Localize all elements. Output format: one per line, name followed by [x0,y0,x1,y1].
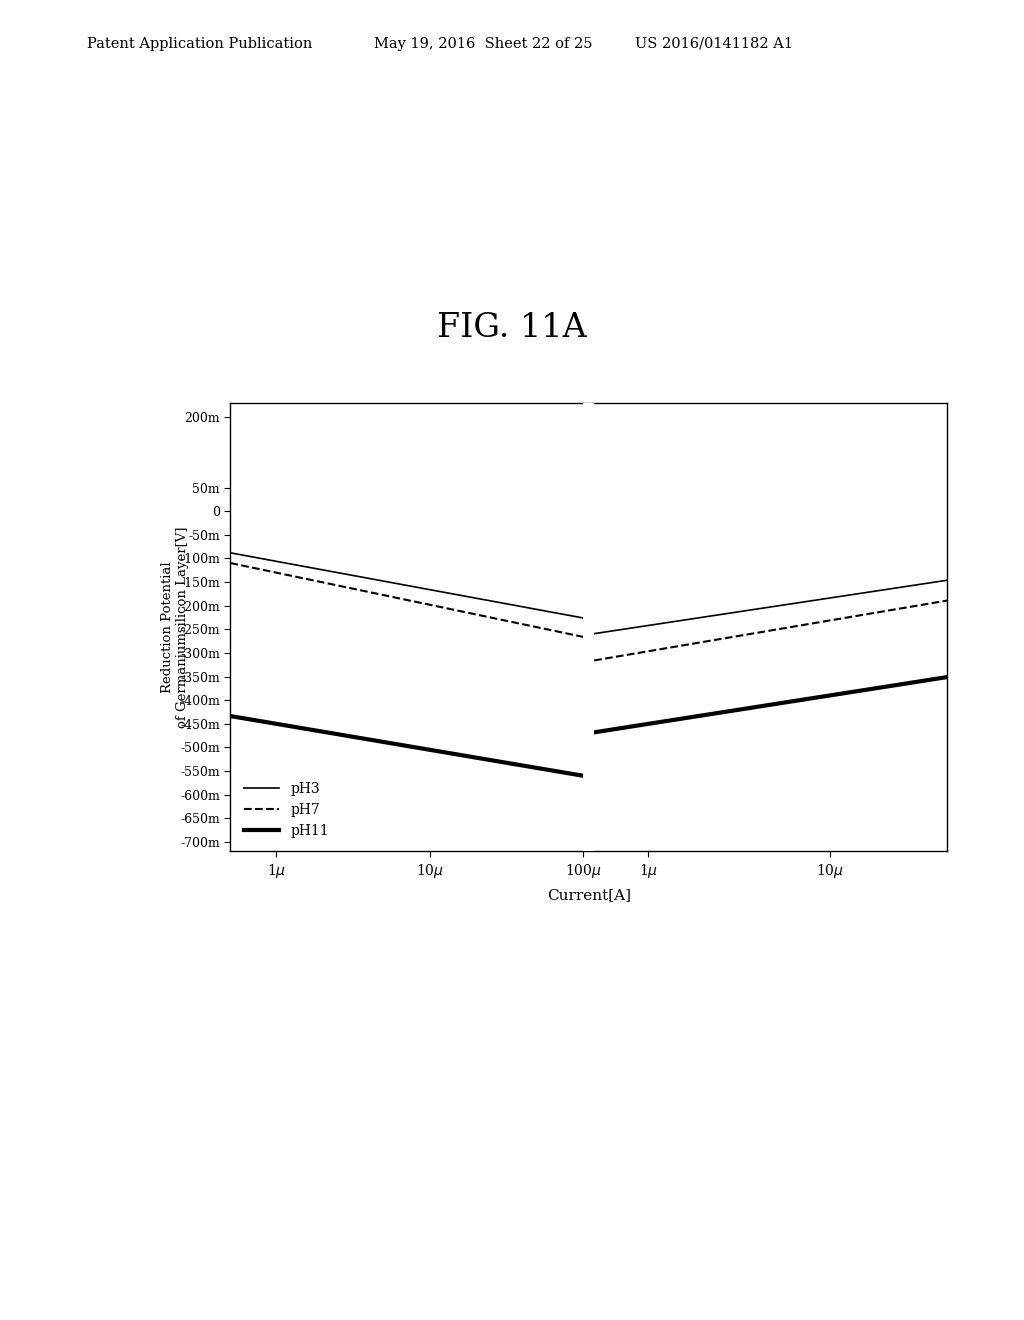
pH3 [481,593,494,609]
pH3 [446,586,459,602]
pH11 [224,708,237,723]
Line: pH11: pH11 [230,715,584,776]
pH11 [365,731,377,747]
pH7 [578,630,590,645]
pH7 [479,609,492,624]
pH3 [578,610,590,626]
pH7 [365,585,377,601]
pH11 [481,751,494,767]
Text: FIG. 11A: FIG. 11A [437,312,587,343]
Bar [584,403,594,851]
Text: US 2016/0141182 A1: US 2016/0141182 A1 [635,37,793,50]
Legend: pH3, pH7, pH11: pH3, pH7, pH11 [238,775,336,845]
pH11 [266,715,279,731]
Line: pH7: pH7 [230,564,584,638]
pH11 [446,746,459,762]
Line: pH3: pH3 [230,553,584,618]
pH7 [481,609,494,624]
pH11 [578,768,590,784]
Text: Patent Application Publication: Patent Application Publication [87,37,312,50]
Text: May 19, 2016  Sheet 22 of 25: May 19, 2016 Sheet 22 of 25 [374,37,592,50]
pH7 [266,564,279,579]
X-axis label: Current[A]: Current[A] [547,888,631,902]
pH7 [224,556,237,572]
pH3 [365,570,377,586]
pH3 [479,591,492,607]
pH3 [266,553,279,569]
pH7 [446,602,459,618]
pH11 [339,727,351,743]
pH11 [479,751,492,767]
pH7 [339,579,351,595]
pH3 [339,566,351,582]
pH3 [224,545,237,561]
Y-axis label: Reduction Potential
of Germaniumsilicon Layer[V]: Reduction Potential of Germaniumsilicon … [161,527,188,727]
